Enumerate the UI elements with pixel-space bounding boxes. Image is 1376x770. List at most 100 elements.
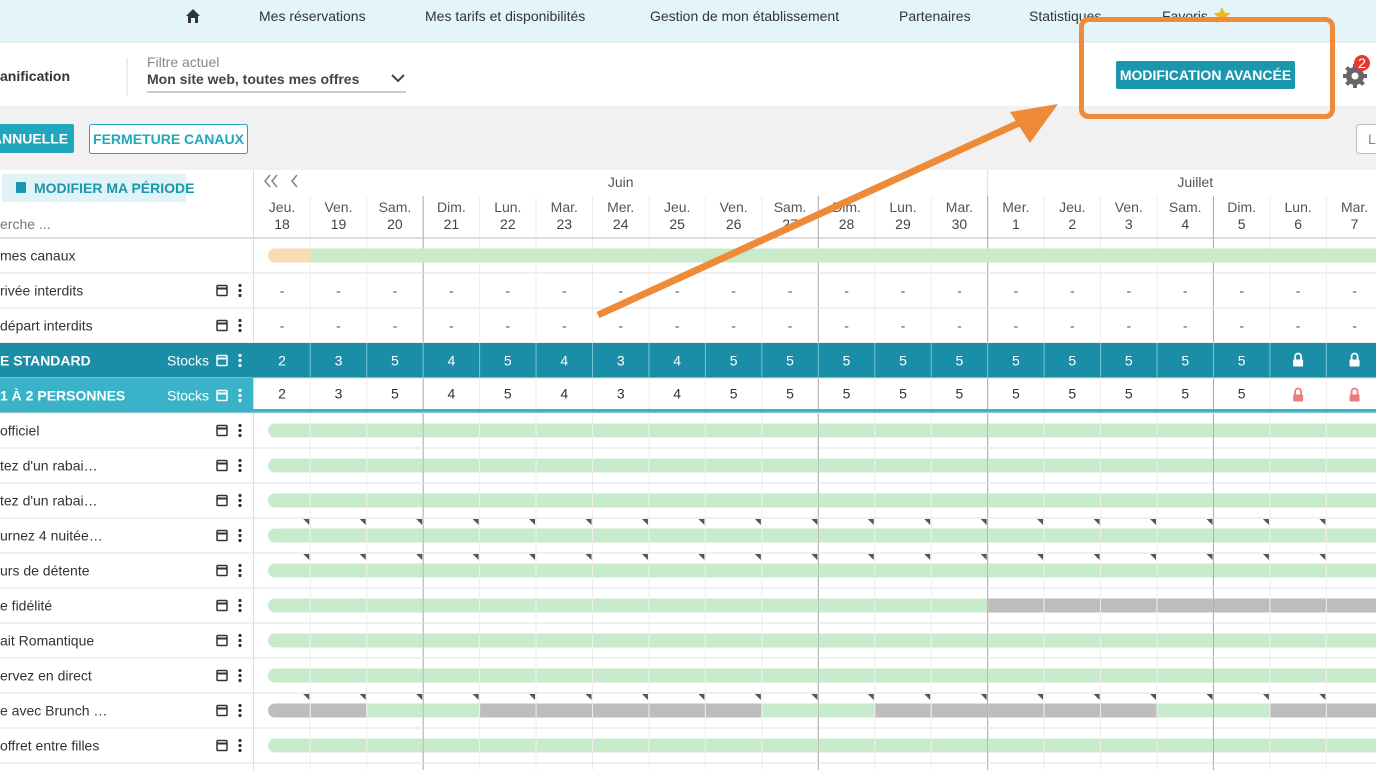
bar-cell[interactable]	[1213, 423, 1270, 438]
bar-cell[interactable]	[931, 633, 988, 648]
calendar-icon[interactable]	[216, 319, 228, 332]
calendar-icon[interactable]	[216, 564, 228, 577]
bar-cell[interactable]	[818, 458, 875, 473]
bar-cell[interactable]	[988, 668, 1044, 683]
bar-cell[interactable]	[649, 598, 705, 613]
bar-cell[interactable]	[423, 633, 480, 648]
bar-cell[interactable]	[367, 458, 423, 473]
bar-cell[interactable]	[818, 598, 875, 613]
bar-cell[interactable]	[705, 528, 762, 543]
bar-cell[interactable]	[649, 703, 705, 718]
bar-cell[interactable]	[705, 423, 762, 438]
annual-button[interactable]: ANNUELLE	[0, 124, 74, 153]
bar-cell[interactable]	[1326, 738, 1376, 753]
bar-cell[interactable]	[705, 563, 762, 578]
menu-dot[interactable]	[238, 388, 242, 393]
bar-cell[interactable]	[593, 458, 649, 473]
bar-cell[interactable]	[1157, 668, 1213, 683]
menu-dot[interactable]	[238, 603, 242, 608]
bar-cell[interactable]	[931, 528, 988, 543]
bar-cell[interactable]	[649, 633, 705, 648]
bar-cell[interactable]	[536, 458, 592, 473]
menu-dot[interactable]	[238, 533, 242, 538]
bar-cell[interactable]	[276, 703, 310, 718]
bar-cell[interactable]	[367, 563, 423, 578]
bar-cell[interactable]	[593, 598, 649, 613]
calendar-icon[interactable]	[216, 459, 228, 472]
menu-dot[interactable]	[238, 743, 242, 748]
bar-cell[interactable]	[367, 703, 423, 718]
menu-dot[interactable]	[238, 633, 242, 638]
bar-cell[interactable]	[1270, 668, 1326, 683]
menu-dot[interactable]	[238, 458, 242, 463]
bar-cell[interactable]	[1157, 563, 1213, 578]
bar-cell[interactable]	[423, 738, 480, 753]
bar-cell[interactable]	[310, 458, 367, 473]
bar-cell[interactable]	[1157, 493, 1213, 508]
bar-cell[interactable]	[649, 458, 705, 473]
bar-cell[interactable]	[1326, 563, 1376, 578]
menu-dot[interactable]	[238, 323, 242, 328]
bar-cell[interactable]	[1213, 458, 1270, 473]
bar-cell[interactable]	[1044, 703, 1101, 718]
bar-cell[interactable]	[367, 738, 423, 753]
bar-cell[interactable]	[988, 493, 1044, 508]
bar-cell[interactable]	[536, 493, 592, 508]
bar-cell[interactable]	[480, 528, 536, 543]
bar-cell[interactable]	[593, 703, 649, 718]
bar-cell[interactable]	[931, 423, 988, 438]
bar-cell[interactable]	[276, 633, 310, 648]
bar-cell[interactable]	[1044, 738, 1101, 753]
bar-cell[interactable]	[1270, 563, 1326, 578]
menu-dot[interactable]	[238, 463, 242, 468]
menu-dot[interactable]	[238, 468, 242, 473]
menu-dot[interactable]	[238, 713, 242, 718]
filter-value[interactable]: Mon site web, toutes mes offres	[147, 71, 360, 87]
bar-cell[interactable]	[1326, 493, 1376, 508]
bar-cell[interactable]	[1270, 528, 1326, 543]
bar-cell[interactable]	[818, 703, 875, 718]
bar-cell[interactable]	[423, 458, 480, 473]
bar-cell[interactable]	[1326, 598, 1376, 613]
menu-dot[interactable]	[238, 293, 242, 298]
bar-cell[interactable]	[480, 703, 536, 718]
bar-cell[interactable]	[988, 738, 1044, 753]
menu-dot[interactable]	[238, 668, 242, 673]
bar-cell[interactable]	[988, 458, 1044, 473]
bar-cell[interactable]	[1044, 598, 1101, 613]
bar-cell[interactable]	[423, 493, 480, 508]
bar-cell[interactable]	[988, 598, 1044, 613]
bar-cell[interactable]	[705, 458, 762, 473]
bar-cell[interactable]	[1326, 703, 1376, 718]
bar-cell[interactable]	[1157, 458, 1213, 473]
bar-cell[interactable]	[875, 668, 931, 683]
bar-cell[interactable]	[593, 423, 649, 438]
bar-cell[interactable]	[1101, 703, 1157, 718]
menu-dot[interactable]	[238, 498, 242, 503]
advanced-button[interactable]: MODIFICATION AVANCÉE	[1116, 61, 1295, 89]
menu-dot[interactable]	[238, 493, 242, 498]
bar-cell[interactable]	[480, 563, 536, 578]
bar-cell[interactable]	[1157, 703, 1213, 718]
bar-cell[interactable]	[1270, 633, 1326, 648]
bar-cell[interactable]	[931, 703, 988, 718]
annual-button-label[interactable]: ANNUELLE	[0, 131, 68, 147]
menu-dot[interactable]	[238, 528, 242, 533]
right-button-label[interactable]: L	[1368, 131, 1376, 147]
menu-dot[interactable]	[238, 358, 242, 363]
bar-cell[interactable]	[276, 668, 310, 683]
nav-prev[interactable]	[290, 174, 298, 188]
bar-cell[interactable]	[818, 563, 875, 578]
bar-cell[interactable]	[423, 598, 480, 613]
bar-cell[interactable]	[1213, 598, 1270, 613]
bar-cell[interactable]	[276, 423, 310, 438]
bar-cell[interactable]	[875, 738, 931, 753]
period-button[interactable]: MODIFIER MA PÉRIODE	[2, 174, 195, 202]
bar-cell[interactable]	[649, 563, 705, 578]
close-channels-label[interactable]: FERMETURE CANAUX	[93, 131, 245, 147]
bar-cell[interactable]	[705, 668, 762, 683]
bar-cell[interactable]	[988, 563, 1044, 578]
menu-dot[interactable]	[238, 708, 242, 713]
bar-cell[interactable]	[931, 668, 988, 683]
bar-cell[interactable]	[875, 493, 931, 508]
